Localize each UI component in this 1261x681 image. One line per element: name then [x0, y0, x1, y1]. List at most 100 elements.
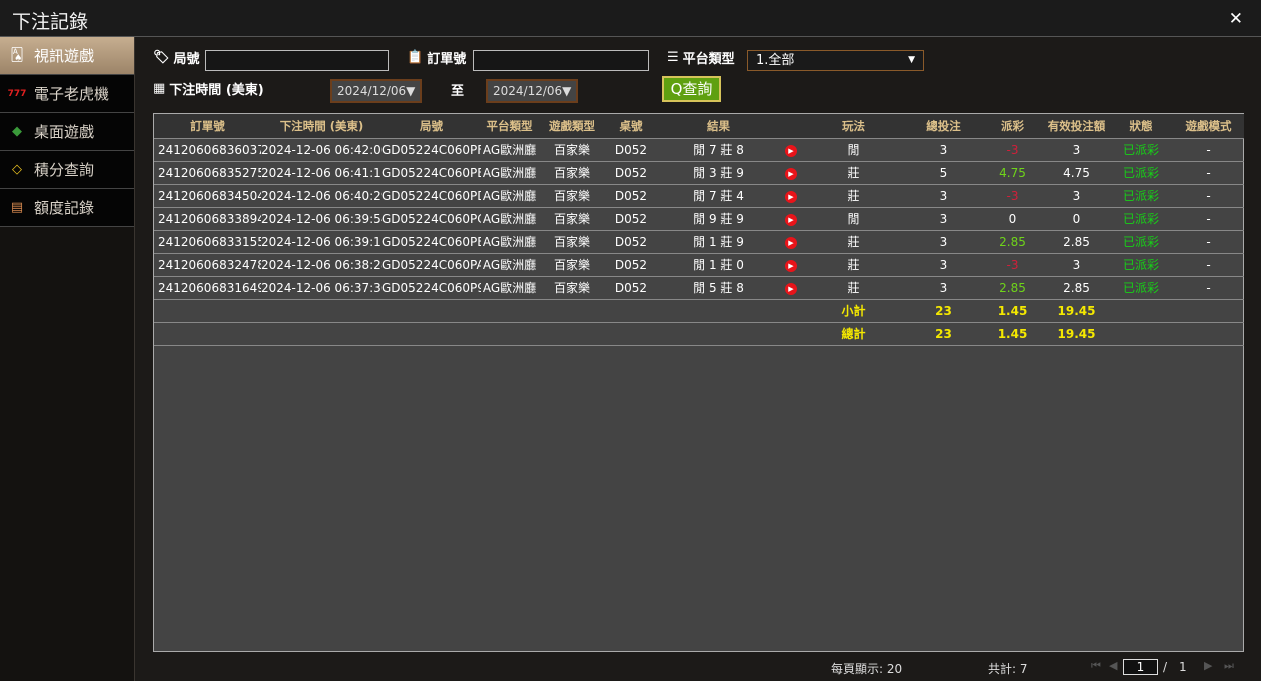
status: 已派彩 — [1109, 184, 1173, 208]
valid-bet: 0 — [1044, 207, 1109, 231]
status: 已派彩 — [1109, 207, 1173, 231]
time-label: ▦ 下注時間 (美東) — [153, 81, 264, 98]
table-id: D052 — [606, 184, 656, 208]
table-row: 2412060683389432024-12-06 06:39:54GD0522… — [154, 207, 1244, 231]
diamond-icon: ◇ — [12, 162, 22, 177]
platform: AG歐洲廳 — [481, 207, 538, 231]
play-icon[interactable]: ▶ — [785, 260, 797, 272]
order-id: 241206068352758 — [154, 161, 261, 185]
play-icon[interactable]: ▶ — [785, 168, 797, 180]
column-header: 派彩 — [981, 114, 1044, 139]
replay-cell: ▶ — [781, 207, 801, 231]
bet-time: 2024-12-06 06:42:00 — [261, 138, 382, 162]
column-header: 狀態 — [1109, 114, 1173, 139]
order-id: 241206068331555 — [154, 230, 261, 254]
column-header: 結果 — [656, 114, 781, 139]
tag-icon: 🏷 — [153, 50, 170, 65]
sidebar-item-2[interactable]: ◆ 桌面遊戲 — [0, 113, 134, 151]
total-count: 共計: 7 — [988, 662, 1028, 676]
replay-cell: ▶ — [781, 276, 801, 300]
first-page-icon[interactable]: ⏮ — [1091, 659, 1101, 672]
column-header: 桌號 — [606, 114, 656, 139]
result: 閒 5 莊 8 — [656, 276, 781, 300]
bet-time: 2024-12-06 06:39:11 — [261, 230, 382, 254]
clipboard-icon: 📋 — [407, 50, 424, 65]
sidebar-item-0[interactable]: 🂡 視訊遊戲 — [0, 37, 134, 75]
table-id: D052 — [606, 230, 656, 254]
sidebar: 🂡 視訊遊戲 777 電子老虎機 ◆ 桌面遊戲 ◇ 積分查詢 ▤ 額度記錄 — [0, 37, 135, 681]
platform: AG歐洲廳 — [481, 230, 538, 254]
replay-cell: ▶ — [781, 184, 801, 208]
game-mode: - — [1173, 207, 1244, 231]
sidebar-item-label: 視訊遊戲 — [34, 47, 95, 65]
column-header — [781, 114, 801, 139]
empty-cell — [154, 299, 801, 323]
total-bet: 3 — [906, 276, 981, 300]
bet-time: 2024-12-06 06:40:29 — [261, 184, 382, 208]
play-icon[interactable]: ▶ — [785, 191, 797, 203]
round-id: GD05224C060PB — [382, 230, 481, 254]
bet-time: 2024-12-06 06:37:36 — [261, 276, 382, 300]
calendar-icon: ▦ — [153, 81, 166, 96]
query-button[interactable]: Q查詢 — [662, 76, 721, 102]
bet-time: 2024-12-06 06:38:28 — [261, 253, 382, 277]
column-header: 訂單號 — [154, 114, 261, 139]
prev-page-icon[interactable]: ◀ — [1109, 659, 1118, 672]
chips-icon: ◆ — [12, 124, 22, 139]
sidebar-item-label: 額度記錄 — [34, 199, 95, 217]
close-icon[interactable]: ✕ — [1228, 9, 1243, 29]
replay-cell: ▶ — [781, 138, 801, 162]
game-mode: - — [1173, 253, 1244, 277]
replay-cell: ▶ — [781, 161, 801, 185]
platform-select[interactable]: 1.全部 ▼ — [747, 50, 924, 71]
column-header: 平台類型 — [481, 114, 538, 139]
round-id: GD05224C060PC — [382, 207, 481, 231]
payout: 2.85 — [981, 230, 1044, 254]
game-type: 百家樂 — [538, 230, 606, 254]
table-id: D052 — [606, 138, 656, 162]
page-input[interactable]: 1 — [1123, 659, 1158, 675]
page-separator: / — [1163, 660, 1168, 674]
sidebar-item-label: 積分查詢 — [34, 161, 95, 179]
order-id: 241206068324782 — [154, 253, 261, 277]
result: 閒 3 莊 9 — [656, 161, 781, 185]
platform: AG歐洲廳 — [481, 161, 538, 185]
sidebar-item-1[interactable]: 777 電子老虎機 — [0, 75, 134, 113]
game-type: 百家樂 — [538, 207, 606, 231]
play-icon[interactable]: ▶ — [785, 214, 797, 226]
per-page-text: 每頁顯示: 20 — [831, 662, 903, 676]
total-bet: 3 — [906, 138, 981, 162]
result: 閒 7 莊 8 — [656, 138, 781, 162]
replay-cell: ▶ — [781, 253, 801, 277]
result: 閒 1 莊 0 — [656, 253, 781, 277]
play-icon[interactable]: ▶ — [785, 237, 797, 249]
status: 已派彩 — [1109, 253, 1173, 277]
server-icon: ☰ — [667, 50, 679, 65]
platform: AG歐洲廳 — [481, 253, 538, 277]
sum-payout: 1.45 — [981, 322, 1044, 346]
to-label: 至 — [451, 84, 465, 99]
sidebar-item-label: 電子老虎機 — [34, 85, 110, 103]
play-icon[interactable]: ▶ — [785, 283, 797, 295]
sum-label: 小計 — [801, 299, 906, 323]
next-page-icon[interactable]: ▶ — [1204, 659, 1213, 672]
date-to-picker[interactable]: 2024/12/06▼ — [486, 79, 578, 103]
order-input[interactable] — [473, 50, 649, 71]
platform: AG歐洲廳 — [481, 184, 538, 208]
game-type: 百家樂 — [538, 276, 606, 300]
game-mode: - — [1173, 230, 1244, 254]
sidebar-item-4[interactable]: ▤ 額度記錄 — [0, 189, 134, 227]
sum-total-bet: 23 — [906, 299, 981, 323]
play-icon[interactable]: ▶ — [785, 145, 797, 157]
sidebar-item-3[interactable]: ◇ 積分查詢 — [0, 151, 134, 189]
total-row: 總計 23 1.45 19.45 — [154, 322, 1244, 346]
bet-type: 閒 — [801, 138, 906, 162]
bet-type: 閒 — [801, 207, 906, 231]
chevron-down-icon: ▼ — [908, 55, 915, 65]
round-id: GD05224C060P9 — [382, 276, 481, 300]
date-from-picker[interactable]: 2024/12/06▼ — [330, 79, 422, 103]
empty-cell — [1109, 322, 1244, 346]
game-type: 百家樂 — [538, 161, 606, 185]
round-input[interactable] — [205, 50, 389, 71]
last-page-icon[interactable]: ⏭ — [1224, 659, 1234, 672]
